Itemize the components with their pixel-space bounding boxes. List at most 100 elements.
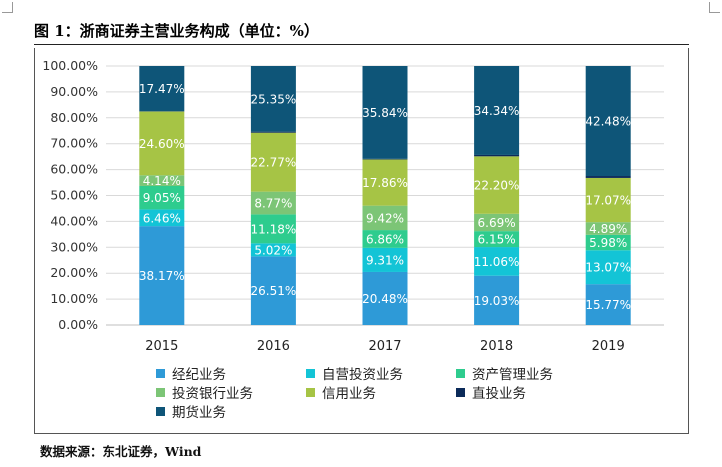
legend-swatch [456, 388, 465, 397]
crop-mark [2, 2, 13, 13]
data-label: 22.77% [251, 156, 297, 170]
bar-segment [250, 256, 296, 325]
y-tick-label: 100.00% [42, 58, 98, 73]
data-label: 20.48% [362, 292, 408, 306]
bar-segment [139, 66, 185, 112]
data-label: 17.86% [362, 176, 408, 190]
data-label: 19.03% [474, 294, 520, 308]
data-label: 6.69% [478, 216, 516, 230]
y-tick-label: 80.00% [50, 110, 98, 125]
bar-segment [585, 250, 631, 285]
legend-swatch [156, 388, 165, 397]
bar-segment [474, 275, 520, 325]
data-label: 6.86% [366, 232, 404, 246]
data-label: 6.46% [143, 211, 181, 225]
data-label: 26.51% [251, 284, 297, 298]
legend-label: 资产管理业务 [472, 367, 553, 383]
bar-segment [362, 158, 408, 160]
y-tick-label: 0.00% [58, 317, 98, 332]
y-tick-label: 70.00% [50, 136, 98, 151]
y-tick-label: 90.00% [50, 84, 98, 99]
bar-segment [139, 185, 185, 210]
data-label: 13.07% [585, 261, 631, 275]
bar-segment [362, 159, 408, 206]
legend-label: 经纪业务 [172, 367, 226, 383]
data-label: 11.06% [474, 255, 520, 269]
bar-segment [139, 209, 185, 227]
crop-mark [709, 2, 720, 13]
bar-segment [474, 66, 520, 155]
legend-label: 期货业务 [172, 404, 226, 421]
legend-swatch [306, 388, 315, 397]
x-tick-label: 2019 [592, 339, 625, 354]
legend-label: 自营投资业务 [322, 367, 403, 383]
data-label: 35.84% [362, 106, 408, 120]
x-tick-label: 2016 [257, 339, 290, 354]
bar-segment [250, 191, 296, 215]
legend-label: 直投业务 [472, 386, 526, 402]
y-tick-label: 50.00% [50, 188, 98, 203]
y-tick-label: 10.00% [50, 291, 98, 306]
legend-swatch [156, 407, 165, 416]
x-tick-label: 2018 [480, 339, 513, 354]
bar-segment [250, 243, 296, 257]
bar-segment [250, 131, 296, 133]
bar-segment [474, 154, 520, 157]
legend-swatch [156, 369, 165, 378]
bar-segment [585, 222, 631, 235]
data-label: 5.98% [589, 236, 627, 250]
data-label: 4.14% [143, 174, 181, 188]
legend-label: 信用业务 [322, 386, 376, 402]
bar-segment [139, 175, 185, 186]
bar-segment [362, 66, 408, 159]
bar-segment [585, 66, 631, 177]
data-label: 34.34% [474, 104, 520, 118]
x-tick-label: 2017 [368, 339, 401, 354]
data-label: 38.17% [139, 269, 185, 283]
bar-segment [585, 284, 631, 325]
bar-segment [585, 176, 631, 178]
data-label: 5.02% [254, 243, 292, 257]
data-label: 8.77% [254, 197, 292, 211]
x-tick-label: 2015 [145, 339, 178, 354]
bar-segment [474, 213, 520, 232]
bar-segment [250, 214, 296, 244]
bar-segment [362, 247, 408, 272]
data-label: 25.35% [251, 92, 297, 106]
chart-frame [34, 48, 689, 434]
bar-segment [250, 132, 296, 192]
bar-segment [362, 271, 408, 325]
figure-title: 图 1：浙商证券主营业务构成（单位：%） [34, 22, 319, 40]
bar-segment [250, 66, 296, 132]
data-label: 42.48% [585, 115, 631, 129]
bar-segment [474, 156, 520, 214]
data-label: 15.77% [585, 298, 631, 312]
bar-segment [474, 247, 520, 276]
data-label: 9.42% [366, 211, 404, 225]
legend-swatch [306, 369, 315, 378]
bar-segment [362, 205, 408, 231]
source-note: 数据来源：东北证券，Wind [40, 444, 202, 459]
legend-swatch [456, 369, 465, 378]
y-tick-label: 40.00% [50, 213, 98, 228]
title-rule [34, 44, 689, 45]
bar-segment [585, 234, 631, 251]
data-label: 17.47% [139, 82, 185, 96]
data-label: 9.05% [143, 191, 181, 205]
data-label: 22.20% [474, 179, 520, 193]
bar-segment [139, 226, 185, 325]
bar-segment [139, 111, 185, 176]
data-label: 17.07% [585, 194, 631, 208]
data-label: 4.89% [589, 222, 627, 236]
data-label: 6.15% [478, 233, 516, 247]
data-label: 9.31% [366, 253, 404, 267]
bar-segment [585, 177, 631, 223]
data-label: 24.60% [139, 137, 185, 151]
y-tick-label: 30.00% [50, 239, 98, 254]
legend-label: 投资银行业务 [172, 386, 253, 402]
y-tick-label: 20.00% [50, 265, 98, 280]
data-label: 11.18% [251, 222, 297, 236]
bar-segment [474, 231, 520, 248]
y-tick-label: 60.00% [50, 162, 98, 177]
